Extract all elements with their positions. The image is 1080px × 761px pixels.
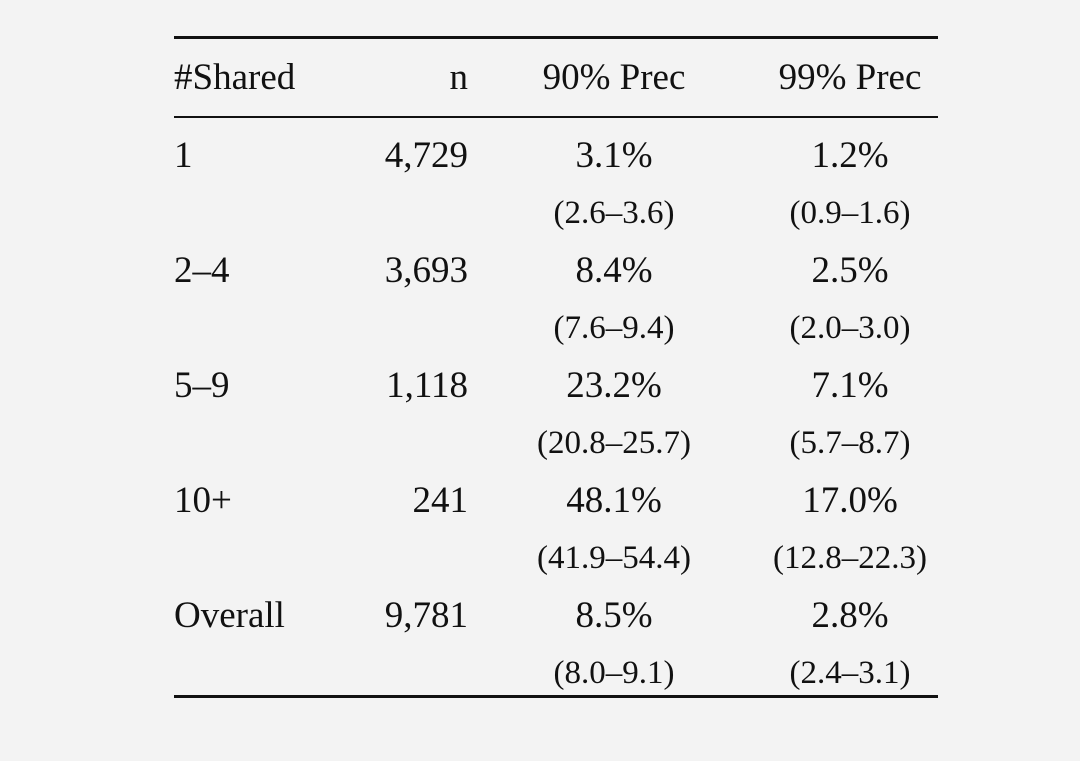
row-90-prec-ci-value: (2.6–3.6): [553, 195, 675, 231]
row-99-prec-value: 17.0%: [802, 480, 898, 521]
row-99-prec-value: 2.8%: [811, 595, 889, 636]
row-n: 3,693: [384, 250, 468, 291]
row-99-prec-ci-value: (12.8–22.3): [773, 540, 927, 576]
header-shared: #Shared: [174, 57, 296, 98]
table-row: 10+ 241 48.1% 17.0% (41.9–54.4) (12.8–22…: [174, 463, 938, 578]
row-90-prec-value: 48.1%: [566, 480, 662, 521]
row-90-prec-ci-value: (41.9–54.4): [537, 540, 691, 576]
row-90-prec-ci-value: (8.0–9.1): [553, 655, 675, 691]
row-group: 5–9: [174, 365, 230, 406]
row-group: 1: [174, 135, 193, 176]
row-99-prec-value: 2.5%: [811, 250, 889, 291]
row-n: 241: [412, 480, 469, 521]
row-group: 10+: [174, 480, 232, 521]
results-table: #Shared n 90% Prec 99% Prec 1 4,729 3.1%…: [174, 36, 938, 698]
row-99-prec-ci-value: (2.0–3.0): [789, 310, 911, 346]
header-90-prec-text: 90% Prec: [542, 57, 686, 98]
header-99-prec-text: 99% Prec: [778, 57, 922, 98]
row-group: 2–4: [174, 250, 230, 291]
table-row: 2–4 3,693 8.4% 2.5% (7.6–9.4) (2.0–3.0): [174, 233, 938, 348]
row-90-prec-ci-value: (7.6–9.4): [553, 310, 675, 346]
row-90-prec-value: 23.2%: [566, 365, 662, 406]
table-row: 5–9 1,118 23.2% 7.1% (20.8–25.7) (5.7–8.…: [174, 348, 938, 463]
row-n: 1,118: [386, 365, 468, 406]
bottom-rule: [174, 695, 938, 698]
row-90-prec-value: 8.4%: [575, 250, 653, 291]
row-group: Overall: [174, 595, 285, 636]
row-99-prec-value: 1.2%: [811, 135, 889, 176]
row-99-prec-value: 7.1%: [811, 365, 889, 406]
row-90-prec-value: 8.5%: [575, 595, 653, 636]
row-99-prec-ci-value: (0.9–1.6): [789, 195, 911, 231]
row-99-prec-ci-value: (2.4–3.1): [789, 655, 911, 691]
row-99-prec-ci-value: (5.7–8.7): [789, 425, 911, 461]
header-n: n: [449, 57, 469, 98]
top-rule: [174, 36, 938, 39]
row-n: 4,729: [384, 135, 468, 176]
table-row-overall: Overall 9,781 8.5% 2.8% (8.0–9.1) (2.4–3…: [174, 578, 938, 695]
table-header-row: #Shared n 90% Prec 99% Prec: [174, 39, 938, 116]
header-rule: [174, 116, 938, 118]
table-row: 1 4,729 3.1% 1.2% (2.6–3.6) (0.9–1.6): [174, 118, 938, 233]
row-90-prec-ci-value: (20.8–25.7): [537, 425, 691, 461]
row-n: 9,781: [384, 595, 468, 636]
row-90-prec-value: 3.1%: [575, 135, 653, 176]
